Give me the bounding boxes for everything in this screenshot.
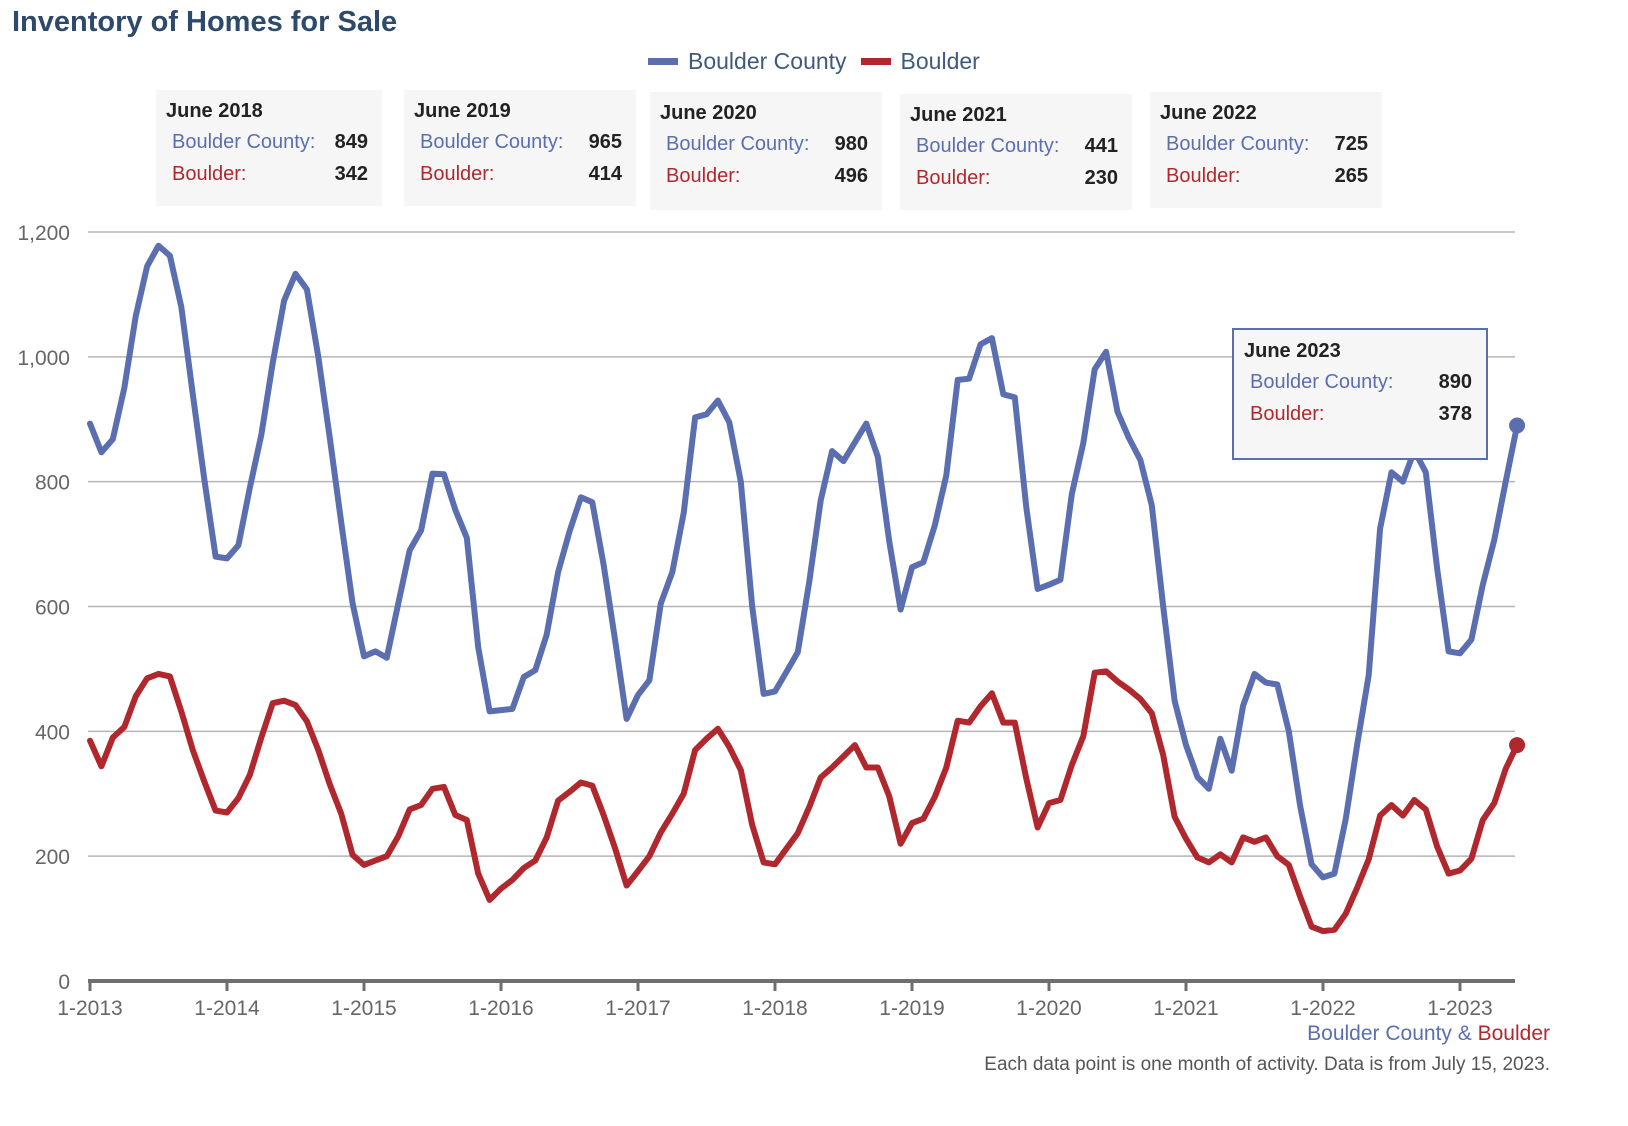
credit-city: Boulder bbox=[1477, 1022, 1550, 1045]
annotation-title: June 2018 bbox=[166, 100, 263, 122]
legend-swatch-city bbox=[860, 58, 891, 65]
series-credit: Boulder County & Boulder bbox=[1307, 1022, 1550, 1046]
tooltip: June 2023 Boulder County: 890 Boulder: 378 bbox=[1232, 328, 1488, 460]
city-label: Boulder: bbox=[172, 163, 247, 185]
city-label: Boulder: bbox=[916, 167, 991, 189]
annotation-june-2022: June 2022 Boulder County: 725 Boulder: 265 bbox=[1150, 92, 1382, 208]
county-value: 441 bbox=[1084, 135, 1118, 157]
x-tick-label: 1-2014 bbox=[194, 997, 260, 1020]
data-point[interactable] bbox=[1509, 737, 1526, 754]
x-tick-label: 1-2022 bbox=[1290, 997, 1355, 1020]
county-label: Boulder County: bbox=[420, 131, 564, 153]
legend-label-city: Boulder bbox=[900, 48, 980, 74]
annotation-june-2019: June 2019 Boulder County: 965 Boulder: 414 bbox=[404, 90, 636, 206]
chart-title: Inventory of Homes for Sale bbox=[12, 6, 398, 38]
x-tick-label: 1-2020 bbox=[1016, 997, 1081, 1020]
city-value: 230 bbox=[1084, 167, 1118, 189]
city-label: Boulder: bbox=[666, 165, 741, 187]
series-line-boulder[interactable] bbox=[87, 668, 1521, 935]
credit-county: Boulder County bbox=[1307, 1022, 1452, 1045]
city-value: 378 bbox=[1438, 403, 1472, 425]
county-label: Boulder County: bbox=[1166, 133, 1310, 155]
legend-item-boulder-county[interactable]: Boulder County bbox=[648, 48, 847, 75]
city-value: 342 bbox=[334, 163, 368, 185]
x-tick-label: 1-2015 bbox=[331, 997, 396, 1020]
annotation-june-2018: June 2018 Boulder County: 849 Boulder: 342 bbox=[156, 90, 382, 206]
y-tick-label: 600 bbox=[35, 597, 70, 620]
x-tick-label: 1-2013 bbox=[57, 997, 122, 1020]
city-value: 496 bbox=[834, 165, 868, 187]
y-tick-label: 400 bbox=[35, 721, 70, 744]
series-line-boulder-county[interactable] bbox=[87, 242, 1521, 881]
x-tick-label: 1-2017 bbox=[605, 997, 670, 1020]
x-tick-label: 1-2019 bbox=[879, 997, 944, 1020]
annotation-june-2020: June 2020 Boulder County: 980 Boulder: 496 bbox=[650, 92, 882, 210]
city-value: 414 bbox=[588, 163, 622, 185]
data-point[interactable] bbox=[1509, 417, 1526, 434]
county-label: Boulder County: bbox=[916, 135, 1060, 157]
county-label: Boulder County: bbox=[666, 133, 810, 155]
annotation-title: June 2019 bbox=[414, 100, 511, 122]
city-label: Boulder: bbox=[1166, 165, 1241, 187]
legend-swatch-county bbox=[648, 58, 678, 65]
county-label: Boulder County: bbox=[172, 131, 316, 153]
y-tick-label: 1,200 bbox=[17, 222, 70, 245]
county-value: 849 bbox=[334, 131, 368, 153]
y-tick-label: 800 bbox=[35, 472, 70, 495]
county-value: 725 bbox=[1334, 133, 1368, 155]
city-label: Boulder: bbox=[1250, 403, 1325, 425]
city-label: Boulder: bbox=[420, 163, 495, 185]
footnote: Each data point is one month of activity… bbox=[984, 1054, 1550, 1075]
annotation-title: June 2021 bbox=[910, 104, 1007, 126]
y-tick-label: 0 bbox=[58, 971, 70, 994]
x-tick-label: 1-2023 bbox=[1427, 997, 1492, 1020]
legend: Boulder County Boulder bbox=[648, 48, 994, 75]
x-tick-label: 1-2016 bbox=[468, 997, 533, 1020]
legend-label-county: Boulder County bbox=[688, 48, 847, 74]
county-label: Boulder County: bbox=[1250, 371, 1394, 393]
county-value: 980 bbox=[834, 133, 868, 155]
county-value: 965 bbox=[588, 131, 622, 153]
annotation-title: June 2020 bbox=[660, 102, 757, 124]
annotation-june-2021: June 2021 Boulder County: 441 Boulder: 230 bbox=[900, 94, 1132, 210]
y-tick-label: 1,000 bbox=[17, 347, 70, 370]
x-tick-label: 1-2021 bbox=[1153, 997, 1218, 1020]
tooltip-title: June 2023 bbox=[1244, 340, 1341, 362]
city-value: 265 bbox=[1334, 165, 1368, 187]
annotation-title: June 2022 bbox=[1160, 102, 1257, 124]
y-tick-label: 200 bbox=[35, 846, 70, 869]
county-value: 890 bbox=[1438, 371, 1472, 393]
legend-item-boulder[interactable]: Boulder bbox=[860, 48, 980, 75]
x-tick-label: 1-2018 bbox=[742, 997, 807, 1020]
credit-amp: & bbox=[1451, 1022, 1478, 1045]
